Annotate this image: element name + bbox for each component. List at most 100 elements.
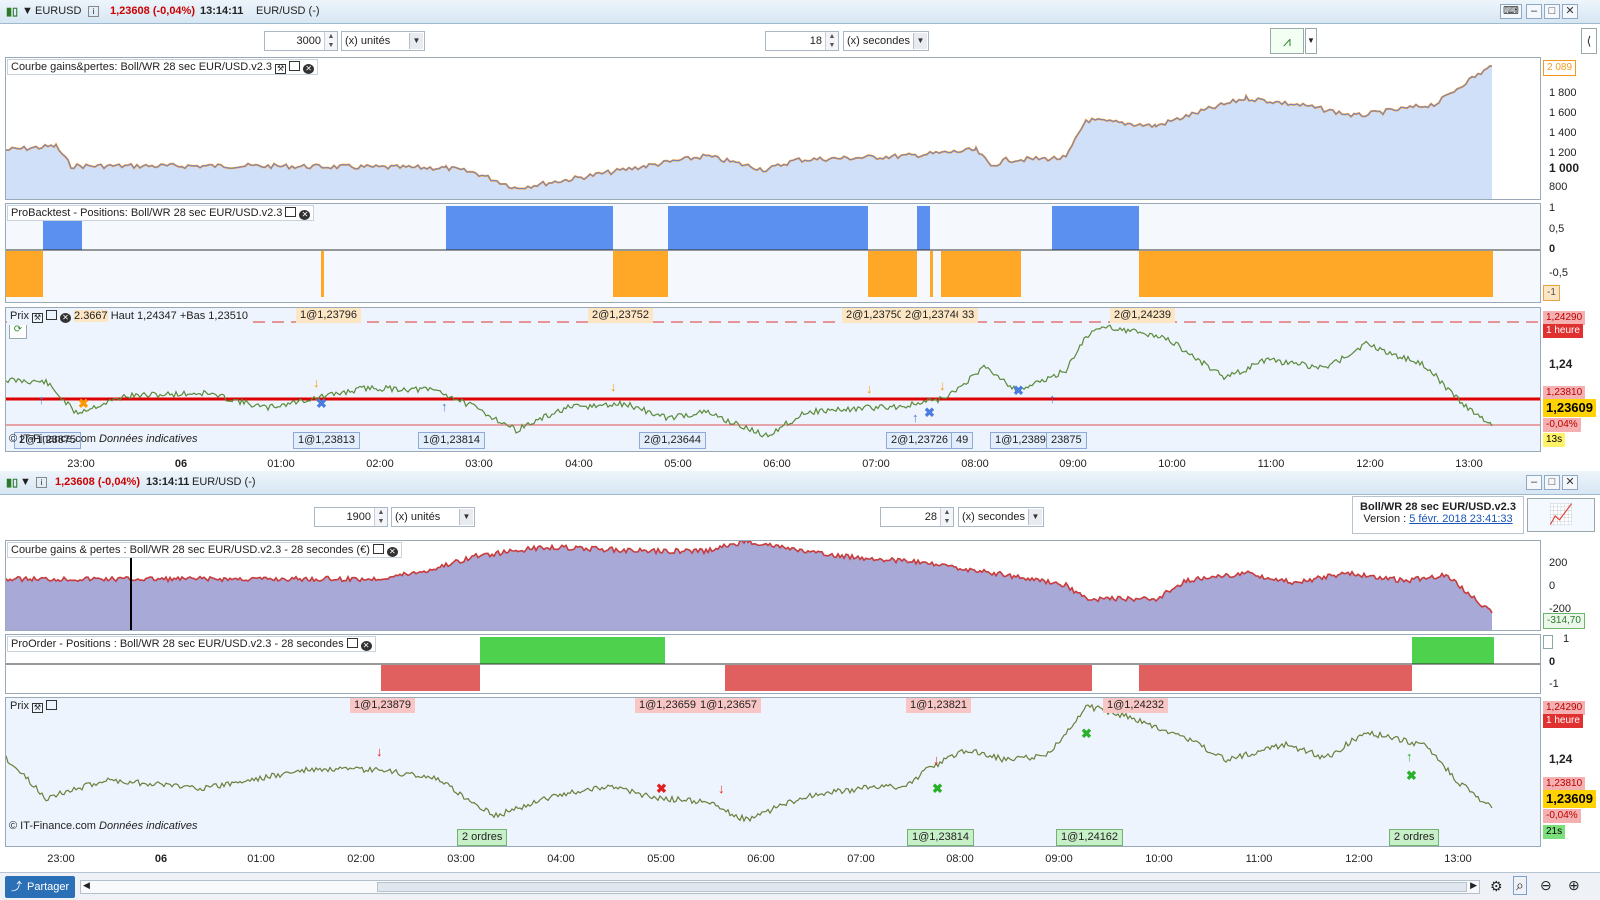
window-icon[interactable] (289, 61, 301, 71)
watermark-text: IT-Finance.com (20, 433, 96, 445)
close-icon[interactable]: ✕ (59, 313, 71, 323)
trade-label: 2@1,23746 (901, 308, 967, 323)
version-date-link[interactable]: 5 févr. 2018 23:41:33 (1409, 513, 1513, 525)
chart-tools-icon[interactable]: ⚙ (1490, 878, 1503, 894)
seconds-stepper[interactable]: 18 ▲ ▼ (765, 31, 839, 51)
bottom-equity-title: Courbe gains & pertes : Boll/WR 28 sec E… (7, 542, 402, 558)
info-icon[interactable]: i (88, 6, 99, 17)
close-icon[interactable]: ✕ (303, 64, 315, 74)
window-icon[interactable] (372, 544, 384, 554)
top-equity-panel: Courbe gains&pertes: Boll/WR 28 sec EUR/… (5, 57, 1541, 200)
price-change: 1,23608 (-0,04%) (55, 476, 140, 488)
price-line-top (6, 324, 1493, 438)
proorder-report-icon[interactable]: 📈 (1527, 498, 1595, 532)
close-icon[interactable]: ✕ (299, 210, 311, 220)
buy-arrow-icon: ↑ (1406, 749, 1413, 764)
wrench-icon[interactable]: ⚒ (31, 313, 43, 323)
chevron-down-icon[interactable]: ▼ (913, 33, 927, 49)
window-icon[interactable] (346, 638, 358, 648)
zoom-auto-icon[interactable]: ⌕ (1513, 876, 1527, 895)
minimize-button[interactable]: – (1526, 475, 1542, 490)
scroll-right-icon[interactable]: ▶ (1470, 880, 1477, 890)
candlestick-icon[interactable]: ▮▯ (6, 477, 19, 489)
bottom-price-panel: Prix ⚒ 1@1,23879 1@1,23659 1@1,23657 1@1,… (5, 697, 1541, 847)
sell-arrow-icon: ↓ (313, 375, 320, 390)
close-icon[interactable]: ✕ (386, 547, 398, 557)
top-equity-axis: 2 000 1 800 1 600 1 400 1 200 1 000 800 … (1543, 57, 1600, 200)
time-label: 10:00 (1145, 853, 1173, 865)
top-window-titlebar: ▮▯ ▼ EURUSD i 1,23608 (-0,04%) 13:14:11 … (0, 0, 1600, 24)
trade-label: 2@1,23750 (842, 308, 908, 323)
chevron-down-icon[interactable]: ▼ (409, 33, 423, 49)
time-label: 05:00 (647, 853, 675, 865)
maximize-button[interactable]: □ (1544, 4, 1560, 19)
share-icon: ⤴ (11, 881, 22, 893)
sell-arrow-icon: ↓ (610, 379, 617, 394)
scroll-left-icon[interactable]: ◀ (83, 880, 90, 890)
time-label: 03:00 (465, 458, 493, 470)
close-button[interactable]: ✕ (1562, 475, 1578, 490)
window-icon[interactable] (45, 700, 57, 710)
window-icon[interactable] (45, 310, 57, 320)
trade-label: 1@1,24232 (1103, 698, 1169, 713)
time-label: 12:00 (1345, 853, 1373, 865)
maximize-button[interactable]: □ (1544, 475, 1560, 490)
close-icon[interactable]: ✕ (360, 641, 372, 651)
stepper-arrows-icon[interactable]: ▲ ▼ (825, 32, 838, 50)
seconds-stepper[interactable]: 28 ▲ ▼ (880, 507, 954, 527)
instrument-name[interactable]: EURUSD (35, 5, 82, 17)
time-label: 08:00 (946, 853, 974, 865)
trade-label: 2@1,24239 (1110, 308, 1176, 323)
side-panel-toggle-icon[interactable]: ⟨ (1581, 28, 1597, 54)
axis-tick: 200 (1549, 557, 1568, 569)
close-x-icon: ✖ (1406, 768, 1417, 783)
units-value: 1900 (346, 511, 371, 523)
units-value: 3000 (296, 35, 321, 47)
share-button[interactable]: ⤴ Partager (5, 876, 75, 898)
close-button[interactable]: ✕ (1562, 4, 1578, 19)
seconds-select[interactable]: (x) secondes ▼ (843, 31, 929, 51)
trade-label: 1@1,24162 (1056, 829, 1124, 846)
wrench-icon[interactable]: ⚒ (31, 703, 43, 713)
units-stepper[interactable]: 3000 ▲ ▼ (264, 31, 338, 51)
chevron-down-icon[interactable]: ▼ (459, 509, 473, 525)
seconds-select[interactable]: (x) secondes ▼ (958, 507, 1044, 527)
percent-change-tag: -0,04% (1543, 418, 1581, 432)
zoom-in-icon[interactable]: ⊕ (1568, 877, 1580, 893)
short-position-bar (613, 251, 668, 297)
keyboard-icon[interactable]: ⌨ (1500, 4, 1522, 19)
chart-type-icon[interactable]: ⩘ (1270, 28, 1304, 54)
scroll-thumb[interactable] (377, 882, 1467, 892)
dropdown-arrow-icon[interactable]: ▼ (20, 476, 31, 488)
units-select-label: (x) unités (345, 35, 391, 47)
top-positions-axis: 1 0,5 0 -0,5 -1 (1543, 202, 1600, 303)
time-label: 23:00 (67, 458, 95, 470)
units-select[interactable]: (x) unités ▼ (391, 507, 475, 527)
price-high-low: Haut 1,24347 +Bas 1,23510 (110, 310, 249, 322)
bottom-price-chart (6, 703, 1493, 823)
zoom-out-icon[interactable]: ⊖ (1540, 877, 1552, 893)
sell-arrow-icon: ↓ (376, 744, 383, 759)
candlestick-icon[interactable]: ▮▯ (6, 6, 19, 18)
version-label: Version : (1363, 513, 1407, 525)
countdown-tag: 21s (1543, 825, 1566, 839)
stepper-arrows-icon[interactable]: ▲ ▼ (324, 32, 337, 50)
horizontal-scrollbar[interactable]: ◀ ▶ (80, 880, 1480, 894)
window-icon[interactable] (285, 207, 297, 217)
info-icon[interactable]: i (36, 477, 47, 488)
short-position-bar (6, 251, 43, 297)
equity-last-value: 2 089 (1543, 60, 1577, 76)
minimize-button[interactable]: – (1526, 4, 1542, 19)
equity-area (6, 66, 1492, 199)
stepper-arrows-icon[interactable]: ▲ ▼ (940, 508, 953, 526)
chevron-down-icon[interactable]: ▼ (1028, 509, 1042, 525)
wrench-icon[interactable]: ⚒ (275, 64, 287, 74)
time-label: 08:00 (961, 458, 989, 470)
units-stepper[interactable]: 1900 ▲ ▼ (314, 507, 388, 527)
units-select[interactable]: (x) unités ▼ (341, 31, 425, 51)
chevron-down-icon[interactable]: ▼ (1305, 28, 1317, 54)
share-label: Partager (27, 881, 70, 893)
stepper-arrows-icon[interactable]: ▲ ▼ (374, 508, 387, 526)
top-price-title-text: Prix (10, 310, 29, 322)
dropdown-arrow-icon[interactable]: ▼ (22, 5, 33, 17)
